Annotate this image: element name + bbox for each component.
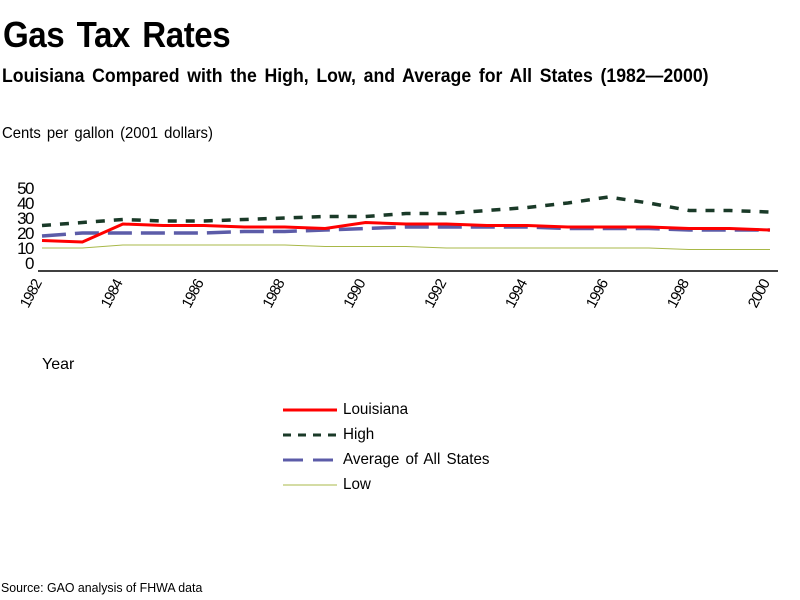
x-axis-label: Year	[42, 356, 75, 373]
x-tick-label: 1990	[340, 276, 369, 310]
legend-item-louisiana: Louisiana	[283, 397, 497, 422]
legend: Louisiana High Average of All States Low	[283, 397, 497, 497]
chart-title: Gas Tax Rates	[3, 14, 231, 55]
legend-swatch-average	[283, 458, 337, 461]
legend-label: Low	[343, 475, 371, 493]
legend-label: Average of All States	[343, 450, 490, 468]
x-tick-label: 1988	[259, 276, 288, 310]
legend-swatch-high	[283, 433, 337, 436]
x-tick-label: 1984	[98, 276, 127, 310]
series-line-low	[42, 244, 770, 250]
series-lines	[41, 195, 771, 250]
y-axis-label: Cents per gallon (2001 dollars)	[2, 125, 213, 142]
legend-item-low: Low	[283, 472, 497, 497]
x-tick-label: 1982	[17, 276, 46, 310]
chart-subtitle: Louisiana Compared with the High, Low, a…	[2, 66, 709, 87]
legend-item-high: High	[283, 422, 497, 447]
legend-swatch-louisiana	[283, 408, 337, 411]
legend-swatch-low	[283, 484, 337, 485]
legend-item-average: Average of All States	[283, 447, 497, 472]
source-note: Source: GAO analysis of FHWA data	[1, 580, 203, 595]
y-tick-label: 20	[17, 224, 34, 243]
x-tick-label: 1986	[179, 276, 208, 310]
legend-label: High	[343, 425, 375, 443]
x-axis-ticks: 1982 1984 1986 1988 1990 1992 1994 1996 1998 2000	[17, 276, 774, 310]
y-tick-label: 50	[17, 179, 34, 198]
x-tick-label: 1998	[664, 276, 693, 310]
y-tick-label: 0	[25, 254, 34, 273]
series-line-high	[41, 195, 771, 228]
x-tick-label: 1996	[583, 276, 612, 310]
y-tick-label: 30	[17, 209, 34, 228]
y-tick-label: 40	[17, 194, 34, 213]
y-tick-label: 10	[17, 239, 34, 258]
x-tick-label: 2000	[745, 276, 774, 310]
x-tick-label: 1994	[502, 276, 531, 310]
x-tick-label: 1992	[421, 276, 450, 310]
legend-label: Louisiana	[343, 400, 409, 418]
series-line-louisiana	[41, 220, 771, 244]
